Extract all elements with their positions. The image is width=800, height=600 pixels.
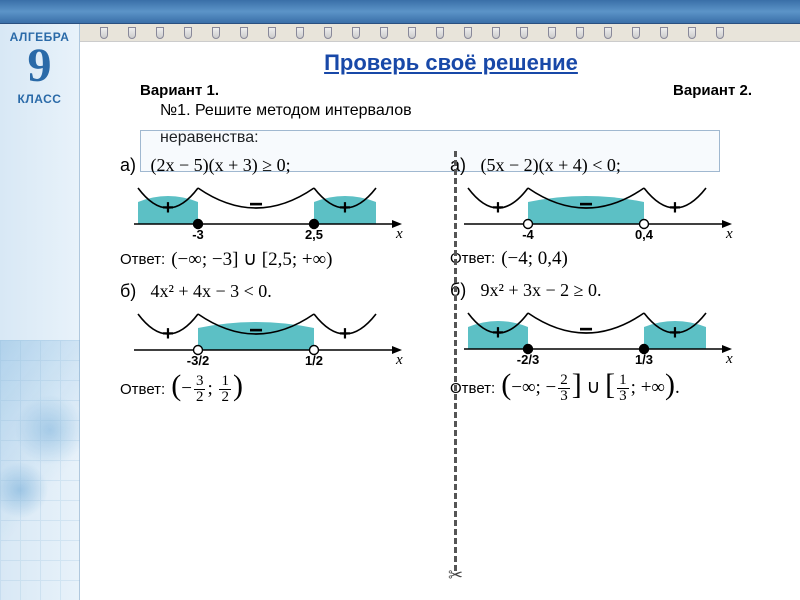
svg-text:+: + [339,197,351,219]
svg-text:−: − [249,191,263,218]
answer-2b: Ответ: (−∞; −23] ∪ [13; +∞). [450,373,770,404]
sidebar-art [0,340,80,600]
svg-text:-3: -3 [192,227,204,242]
svg-text:+: + [492,322,504,344]
svg-text:0,4: 0,4 [635,227,654,242]
svg-text:-3/2: -3/2 [187,353,209,368]
diagram-1b: x -3/2 1/2 + − + [126,308,440,370]
answer-2a: Ответ: (−4; 0,4) [450,248,770,270]
column-divider [454,151,457,571]
svg-text:+: + [339,323,351,345]
svg-text:x: x [725,351,733,367]
variant-1-column: а) (2x − 5)(x + 3) ≥ 0; x -3 2,5 + − + О… [120,155,440,415]
svg-text:x: x [395,352,403,368]
sidebar-class: КЛАСС [0,92,79,106]
task-text-line2: неравенства: [160,128,782,149]
task-text-line1: №1. Решите методом интервалов [160,101,782,122]
main: Проверь своё решение Вариант 1. Вариант … [80,24,800,600]
diagram-2b: x -2/3 1/3 + − + [456,307,770,369]
formula-1b: 4x² + 4x − 3 < 0. [150,281,271,302]
variant-1-label: Вариант 1. [140,82,219,99]
variant-2-label: Вариант 2. [673,82,752,99]
formula-2a: (5x − 2)(x + 4) < 0; [480,155,620,176]
svg-text:−: − [579,191,593,218]
problem-1b: б) 4x² + 4x − 3 < 0. [120,281,440,302]
svg-text:+: + [669,322,681,344]
svg-text:−: − [579,316,593,343]
svg-text:1/3: 1/3 [635,352,653,367]
answer-2a-value: (−4; 0,4) [501,248,568,270]
sidebar: АЛГЕБРА 9 КЛАСС [0,24,80,600]
diagram-2a: x -4 0,4 + − + [456,182,770,244]
svg-text:-4: -4 [522,227,534,242]
variant-headers: Вариант 1. Вариант 2. [120,82,782,99]
label-a: а) [120,155,146,176]
svg-text:+: + [492,197,504,219]
answer-1a: Ответ: (−∞; −3] ∪ [2,5; +∞) [120,248,440,271]
content: Проверь своё решение Вариант 1. Вариант … [80,42,800,600]
answer-1a-value: (−∞; −3] ∪ [2,5; +∞) [171,248,332,271]
top-bar [0,0,800,24]
notebook-binding [80,24,800,42]
variant-2-column: а) (5x − 2)(x + 4) < 0; x -4 0,4 + − + О… [450,155,770,415]
svg-text:+: + [669,197,681,219]
formula-2b: 9x² + 3x − 2 ≥ 0. [480,280,601,301]
formula-1a: (2x − 5)(x + 3) ≥ 0; [150,155,290,176]
svg-text:1/2: 1/2 [305,353,323,368]
svg-text:2,5: 2,5 [305,227,323,242]
problem-1a: а) (2x − 5)(x + 3) ≥ 0; [120,155,440,176]
problem-2b: б) 9x² + 3x − 2 ≥ 0. [450,280,770,301]
answer-2b-value: (−∞; −23] ∪ [13; +∞). [501,373,679,404]
svg-text:+: + [162,197,174,219]
svg-text:−: − [249,317,263,344]
page-title: Проверь своё решение [120,50,782,76]
problem-2a: а) (5x − 2)(x + 4) < 0; [450,155,770,176]
svg-text:-2/3: -2/3 [517,352,539,367]
svg-text:+: + [162,323,174,345]
answer-1b-value: (−32; 12) [171,374,243,405]
diagram-1a: x -3 2,5 + − + [126,182,440,244]
svg-text:x: x [395,226,403,242]
label-b: б) [120,281,146,302]
sidebar-grade: 9 [0,42,79,90]
svg-text:x: x [725,226,733,242]
scissors-icon: ✂ [448,565,463,586]
answer-1b: Ответ: (−32; 12) [120,374,440,405]
